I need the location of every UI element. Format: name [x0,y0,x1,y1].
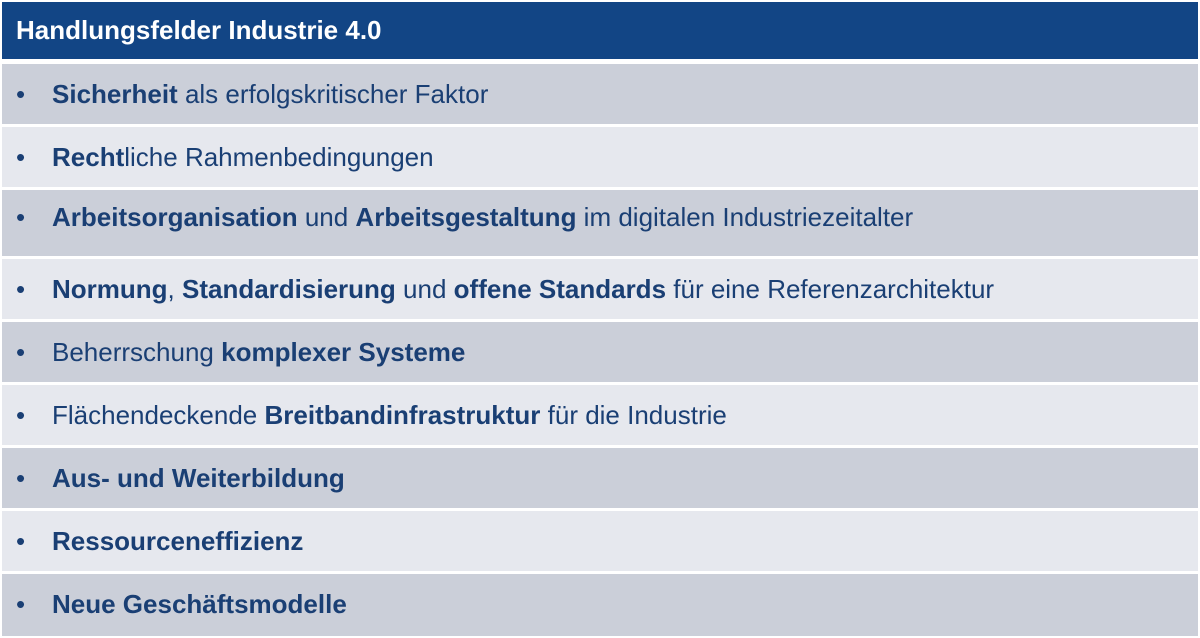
row-text-bold: Arbeitsorganisation [52,202,298,232]
row-text-bold: Sicherheit [52,79,178,109]
row-text: Beherrschung komplexer Systeme [52,337,465,367]
bullet-icon: • [16,202,26,232]
row-text-normal: für die Industrie [540,400,727,430]
row-text-bold: Neue Geschäftsmodelle [52,589,347,619]
row-text-normal: liche Rahmenbedingungen [124,142,434,172]
table-row: • Sicherheit als erfolgskritischer Faktor [2,64,1198,124]
table-row: • Aus- und Weiterbildung [2,448,1198,508]
table-row: • Flächendeckende Breitbandinfrastruktur … [2,385,1198,445]
bullet-icon: • [16,274,26,304]
row-text-normal: , [167,274,182,304]
bullet-icon: • [16,463,26,493]
row-text-normal: für eine Referenzarchitektur [666,274,995,304]
bullet-icon: • [16,526,26,556]
row-text-normal: und [297,202,356,232]
table-row: • Normung, Standardisierung und offene St… [2,259,1198,319]
table-row: • Rechtliche Rahmenbedingungen [2,127,1198,187]
bullet-icon: • [16,142,26,172]
row-text-bold: Ressourceneffizienz [52,526,304,556]
row-text-bold: Normung [52,274,168,304]
row-text-bold: Recht [52,142,125,172]
bullet-icon: • [16,337,26,367]
table-header: Handlungsfelder Industrie 4.0 [2,2,1198,59]
row-text: Arbeitsorganisation und Arbeitsgestaltun… [52,202,913,232]
row-text-bold: offene Standards [453,274,667,304]
row-text: Sicherheit als erfolgskritischer Faktor [52,79,488,109]
bullet-icon: • [16,400,26,430]
header-title: Handlungsfelder Industrie 4.0 [16,15,382,45]
row-text: Neue Geschäftsmodelle [52,589,347,619]
row-text-bold: Arbeitsgestaltung [355,202,577,232]
row-text: Normung, Standardisierung und offene Sta… [52,274,994,304]
table-row: • Beherrschung komplexer Systeme [2,322,1198,382]
table-row: • Ressourceneffizienz [2,511,1198,571]
row-text-bold: Standardisierung [182,274,396,304]
row-text-normal: Flächendeckende [52,400,265,430]
row-text: Flächendeckende Breitbandinfrastruktur f… [52,400,727,430]
row-text-normal: im digitalen Industriezeitalter [576,202,914,232]
row-text-bold: Aus- und Weiterbildung [52,463,345,493]
row-text: Ressourceneffizienz [52,526,303,556]
row-text-bold: Breitbandinfrastruktur [264,400,541,430]
row-text-bold: komplexer Systeme [221,337,466,367]
row-text-normal: und [395,274,454,304]
row-text: Rechtliche Rahmenbedingungen [52,142,434,172]
table-row: • Neue Geschäftsmodelle [2,574,1198,636]
table-row: • Arbeitsorganisation und Arbeitsgestaltu… [2,190,1198,256]
bullet-icon: • [16,589,26,619]
row-text-normal: als erfolgskritischer Faktor [177,79,489,109]
row-text-normal: Beherrschung [52,337,222,367]
row-text: Aus- und Weiterbildung [52,463,345,493]
bullet-icon: • [16,79,26,109]
